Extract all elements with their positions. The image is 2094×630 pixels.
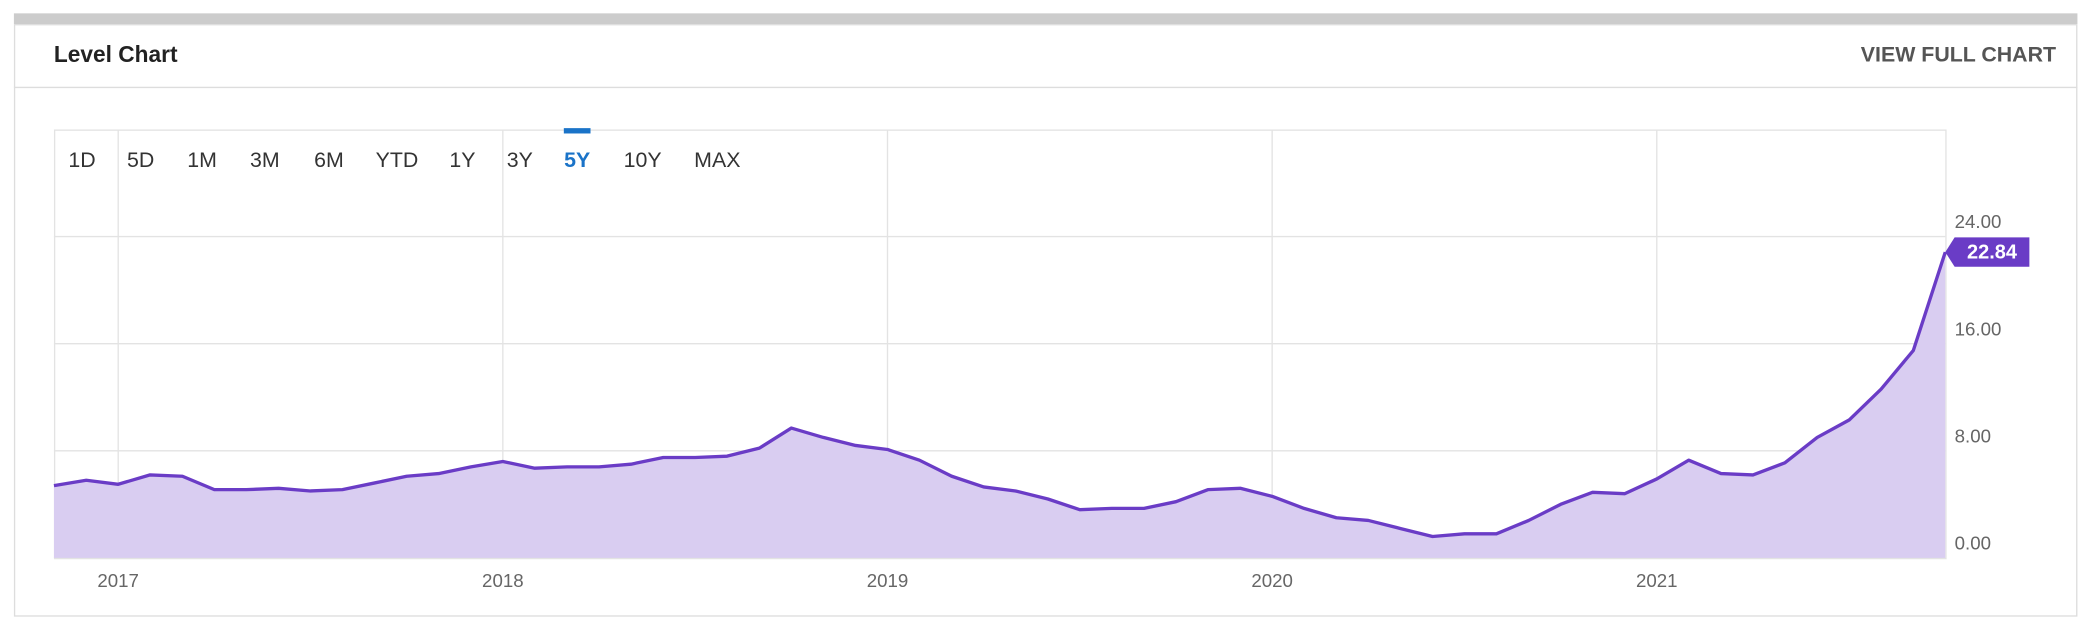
range-button[interactable]: 1Y [449, 148, 475, 172]
range-buttons: 1D 5D 1M 3M 6M YTD 1Y 3Y 5Y 10Y MAX [68, 128, 740, 172]
card-title: Level Chart [54, 41, 178, 67]
x-tick-label: 2020 [1251, 570, 1293, 591]
x-tick-label: 2018 [482, 570, 524, 591]
active-indicator [563, 128, 591, 134]
series-line [53, 251, 1947, 539]
range-button[interactable]: 1D [68, 148, 95, 172]
range-button[interactable]: YTD [376, 148, 419, 172]
last-value-label: 22.84 [1967, 242, 2018, 264]
y-tick-label: 8.00 [1955, 425, 1991, 446]
range-button[interactable]: MAX [694, 148, 740, 172]
x-tick-label: 2017 [97, 570, 139, 591]
range-button[interactable]: 1M [187, 148, 217, 172]
range-button[interactable]: 6M [314, 148, 344, 172]
range-button[interactable]: 3Y [507, 148, 533, 172]
x-tick-label: 2019 [867, 570, 909, 591]
last-value-badge [1945, 237, 2030, 267]
range-button[interactable]: 3M [250, 148, 280, 172]
top-bar [13, 13, 2078, 25]
range-button[interactable]: 5Y [564, 148, 590, 172]
view-full-chart-link[interactable]: VIEW FULL CHART [1861, 43, 2056, 67]
y-tick-label: 0.00 [1955, 533, 1991, 554]
y-tick-label: 16.00 [1955, 318, 2002, 339]
range-button[interactable]: 10Y [624, 148, 662, 172]
plot: 0.00 8.00 16.00 24.00 2017 2018 2019 2020 2021 22… [53, 129, 2030, 591]
y-tick-label: 24.00 [1955, 211, 2002, 232]
area-fill [53, 252, 1946, 558]
range-button[interactable]: 5D [127, 148, 154, 172]
x-tick-label: 2021 [1636, 570, 1678, 591]
